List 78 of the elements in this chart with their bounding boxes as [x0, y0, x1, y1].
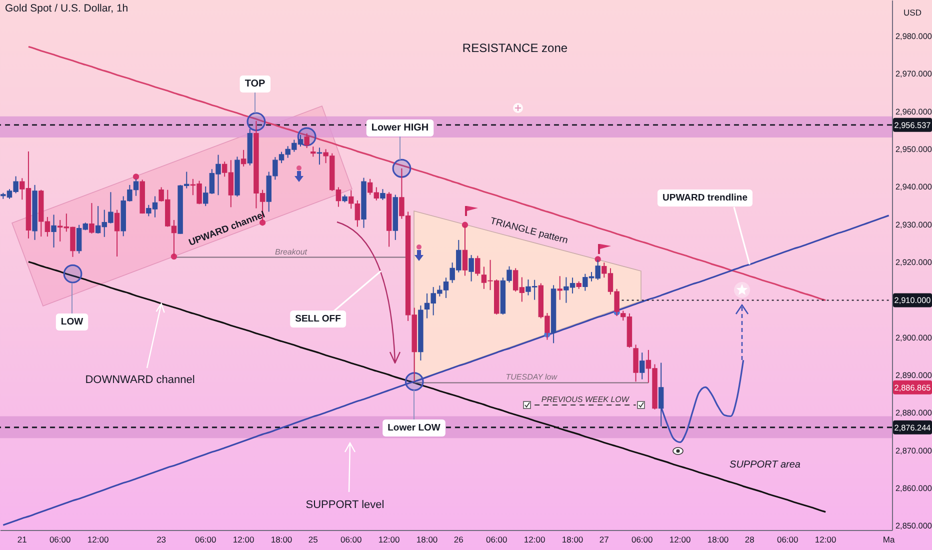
x-tick-label: 12:00	[669, 534, 691, 544]
point	[170, 253, 178, 260]
point	[132, 174, 140, 180]
point	[392, 158, 412, 178]
annotation: Lower HIGH	[371, 122, 429, 134]
y-tick-label: 2,920.000	[896, 258, 932, 268]
series-label: TUESDAY low	[506, 372, 558, 382]
ref-line-label: 2,956.537	[894, 120, 932, 130]
x-tick-label: 12:00	[87, 534, 109, 544]
y-tick-label: 2,960.000	[896, 107, 932, 116]
annotation: SUPPORT level	[306, 499, 384, 511]
candlestick	[354, 200, 360, 228]
x-tick-label: Ma	[882, 534, 896, 544]
y-tick-label: 2,980.000	[896, 32, 932, 42]
y-tick-label: 2,930.000	[896, 220, 932, 230]
annotation: TOP	[244, 78, 266, 90]
x-tick-label: 18:00	[707, 534, 729, 544]
annotation: LOW	[60, 316, 84, 328]
candlestick	[475, 255, 480, 276]
candlestick	[658, 362, 664, 427]
line-series	[28, 46, 826, 302]
x-tick-label: 12:00	[814, 534, 836, 544]
candlestick	[304, 132, 310, 149]
x-tick-label: 28	[744, 534, 755, 544]
legend-label: PREVIOUS WEEK LOW	[541, 394, 630, 404]
x-tick-label: 12:00	[524, 534, 546, 544]
y-tick-label: 2,860.000	[896, 484, 932, 494]
y-tick-label: 2,900.000	[896, 333, 932, 342]
x-tick-label: 18:00	[270, 534, 292, 544]
annotation: 2,886.865	[894, 383, 932, 392]
y-axis-title: USD	[904, 8, 922, 18]
x-tick-label: 26	[454, 534, 464, 544]
ref-line-label: 2,876.244	[894, 423, 932, 432]
annotation: RESISTANCE zone	[462, 41, 568, 55]
line-series	[28, 261, 826, 513]
candlestick	[89, 202, 94, 234]
x-tick-label: 12:00	[378, 534, 400, 544]
x-tick-label: 06:00	[486, 534, 508, 544]
x-tick-label: 12:00	[232, 534, 254, 544]
x-tick-label: 18:00	[562, 534, 584, 544]
annotation: SELL OFF	[295, 314, 342, 324]
y-tick-label: 2,890.000	[896, 371, 932, 380]
point	[404, 372, 424, 392]
series-label: Breakout	[274, 247, 308, 256]
x-tick-label: 06:00	[194, 534, 217, 544]
candlestick	[468, 254, 474, 282]
candlestick	[640, 352, 645, 380]
x-tick-label: 21	[17, 534, 28, 544]
candlestick	[316, 147, 322, 166]
annotation: SUPPORT area	[730, 460, 801, 470]
candlestick	[310, 146, 316, 158]
x-tick-label: 06:00	[776, 534, 799, 544]
annotation: UPWARD trendline	[662, 192, 748, 204]
x-tick-label: 25	[308, 534, 318, 544]
y-tick-label: 2,850.000	[896, 522, 932, 531]
y-tick-label: 2,950.000	[896, 145, 932, 154]
candlestick	[114, 209, 120, 258]
candlestick	[348, 190, 354, 210]
candlestick	[557, 276, 562, 300]
x-tick-label: 18:00	[416, 534, 438, 544]
y-tick-label: 2,970.000	[896, 70, 932, 79]
y-tick-label: 2,870.000	[896, 446, 932, 456]
candlestick	[51, 214, 56, 248]
x-tick-label: 27	[599, 534, 610, 544]
x-tick-label: 23	[156, 534, 166, 544]
point	[63, 264, 82, 284]
annotation: Lower LOW	[388, 422, 440, 434]
point	[246, 112, 266, 132]
candlestick	[380, 188, 386, 201]
y-tick-label: 2,880.000	[896, 408, 932, 418]
x-tick-label: 06:00	[340, 534, 362, 544]
series-label: 2,910.000	[894, 296, 932, 306]
x-tick-label: 06:00	[631, 534, 654, 544]
x-tick-label: 06:00	[49, 534, 71, 544]
y-tick-label: 2,940.000	[896, 182, 932, 192]
annotation: DOWNWARD channel	[85, 374, 195, 386]
candlestick	[240, 149, 246, 167]
chart-title: Gold Spot / U.S. Dollar, 1h	[5, 2, 128, 14]
